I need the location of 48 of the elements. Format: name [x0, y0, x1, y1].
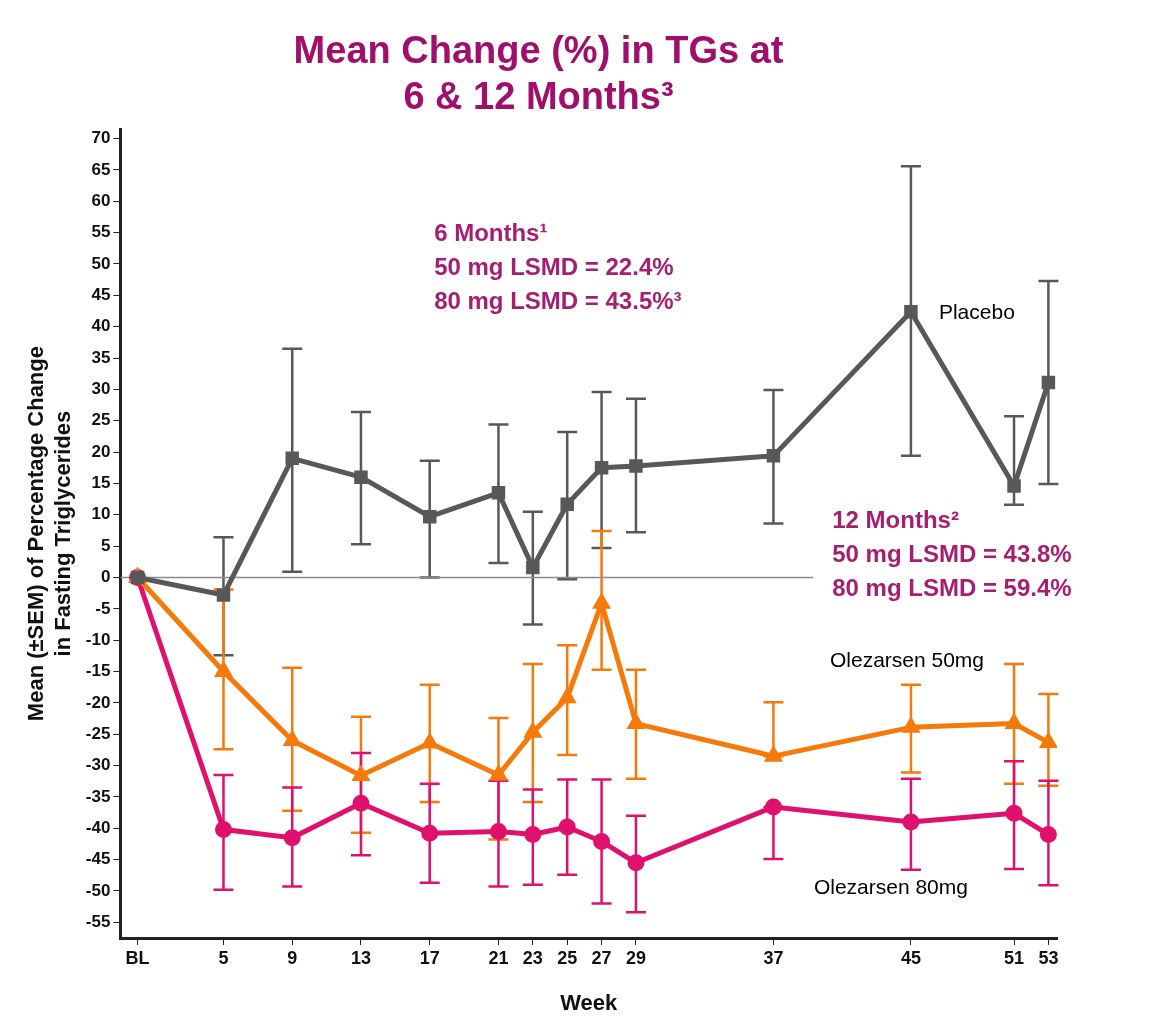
y-tick-label: 15 — [91, 473, 111, 493]
x-tick-label: 51 — [1004, 947, 1025, 968]
x-tick-label: 37 — [763, 947, 784, 968]
x-tick-label: 9 — [287, 947, 298, 968]
y-tick-label: 0 — [100, 567, 111, 587]
y-tick-label: -5 — [95, 598, 111, 618]
y-tick-label: 70 — [91, 128, 111, 148]
y-tick-label: 65 — [91, 159, 111, 179]
x-tick-label: 5 — [218, 947, 229, 968]
y-tick-label: -40 — [85, 817, 111, 837]
y-tick-label: 45 — [91, 285, 111, 305]
y-tick-label: -20 — [85, 692, 111, 712]
y-tick-label: -45 — [85, 849, 111, 869]
series-label: Placebo — [938, 300, 1015, 324]
x-tick-label: 21 — [488, 947, 509, 968]
y-axis-title: Mean (±SEM) of Percentage Change in Fasting Triglycerides — [23, 346, 75, 722]
y-tick-label: 5 — [100, 535, 111, 555]
y-tick-label: 55 — [91, 222, 111, 242]
y-tick-label: -15 — [85, 661, 111, 681]
y-tick-label: -30 — [85, 755, 111, 775]
y-tick-label: 60 — [91, 190, 111, 210]
y-tick-label: -25 — [85, 723, 111, 743]
y-tick-label: -55 — [85, 912, 111, 932]
y-tick-label: 40 — [91, 316, 111, 336]
x-tick-label: 13 — [350, 947, 371, 968]
y-tick-label: 25 — [91, 410, 111, 430]
y-tick-label: 10 — [91, 504, 111, 524]
y-tick-label: 50 — [91, 253, 111, 273]
x-axis-title: Week — [560, 989, 618, 1015]
y-tick-label: 30 — [91, 379, 111, 399]
x-tick-label: 29 — [625, 947, 646, 968]
text: Olezarsen 50mg — [829, 648, 985, 672]
x-tick-label: 25 — [557, 947, 578, 968]
x-tick-label: 45 — [900, 947, 921, 968]
text: Olezarsen 80mg — [813, 874, 968, 898]
x-tick-label: 17 — [419, 947, 440, 968]
y-tick-label: -10 — [85, 629, 111, 649]
chart-title: Mean Change (%) in TGs at 6 & 12 Months³ — [293, 29, 784, 117]
y-tick-label: 35 — [91, 347, 111, 367]
annotation: 12 Months² 50 mg LSMD = 43.8% 80 mg LSMD = 59.4% — [832, 506, 1072, 602]
x-tick-label: 27 — [591, 947, 612, 968]
y-tick-label: 20 — [91, 441, 111, 461]
annotation: 6 Months¹ 50 mg LSMD = 22.4% 80 mg LSMD = 43.5%³ — [434, 218, 682, 314]
x-tick-label: BL — [125, 947, 150, 968]
y-tick-label: -35 — [85, 786, 111, 806]
x-tick-label: 53 — [1038, 947, 1059, 968]
y-tick-label: -50 — [85, 880, 111, 900]
x-tick-label: 23 — [522, 947, 543, 968]
